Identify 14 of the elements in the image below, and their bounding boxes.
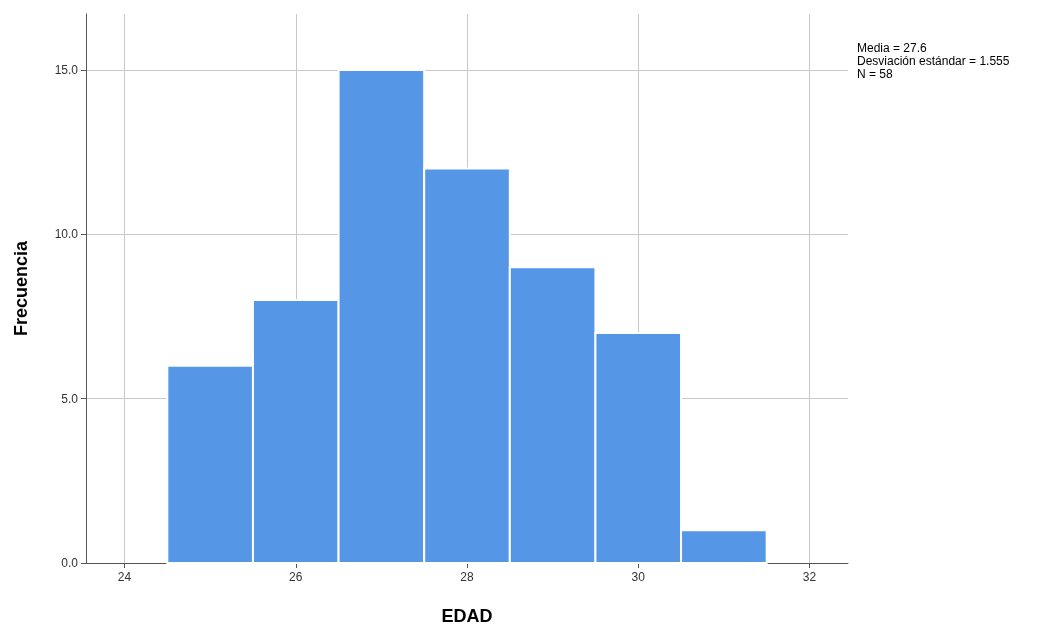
x-axis-title: EDAD — [441, 606, 493, 626]
y-tick-label: 0.0 — [61, 556, 79, 570]
x-tick-label: 28 — [460, 570, 474, 584]
text: Desviación estándar = 1.555 — [857, 54, 1010, 68]
x-tick-label: 26 — [289, 570, 303, 584]
text: Media = 27.6 — [857, 41, 928, 55]
y-tick-label: 5.0 — [61, 391, 79, 406]
text: N = 58 — [857, 67, 894, 81]
x-tick-label: 24 — [117, 570, 132, 584]
x-tick-label: 30 — [631, 570, 646, 584]
y-axis-title: Frecuencia — [11, 239, 31, 337]
y-tick-label: 10.0 — [54, 227, 79, 242]
x-tick-label: 32 — [802, 570, 817, 584]
y-tick-label: 15.0 — [54, 62, 79, 77]
